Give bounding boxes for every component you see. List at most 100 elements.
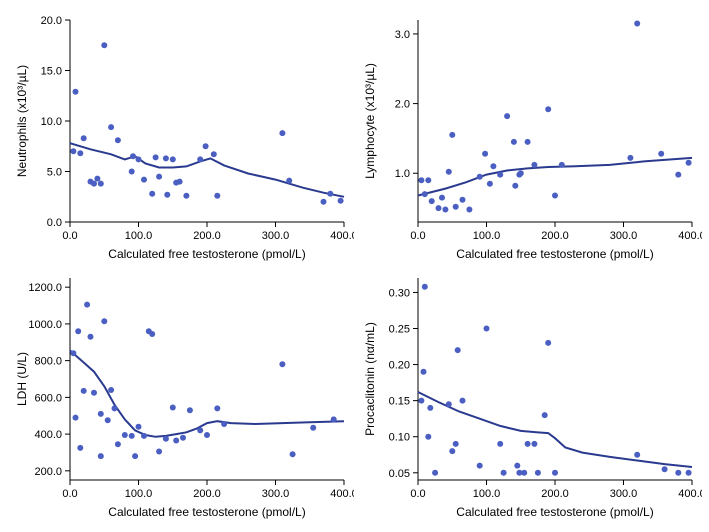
data-point bbox=[545, 106, 551, 112]
x-axis-label: Calculated free testosterone (pmol/L) bbox=[456, 247, 653, 261]
svg-text:0.20: 0.20 bbox=[389, 360, 410, 372]
data-point bbox=[552, 193, 558, 199]
data-point bbox=[105, 417, 111, 423]
data-point bbox=[482, 151, 488, 157]
data-point bbox=[130, 153, 136, 159]
data-point bbox=[153, 154, 159, 160]
data-point bbox=[187, 407, 193, 413]
data-point bbox=[170, 405, 176, 411]
data-point bbox=[531, 162, 537, 168]
data-point bbox=[484, 326, 490, 332]
data-point bbox=[686, 160, 692, 166]
x-axis-label: Calculated free testosterone (pmol/L) bbox=[108, 247, 305, 261]
panel-neutrophils: 0.0100.0200.0300.0400.00.05.010.015.020.… bbox=[10, 10, 354, 264]
data-point bbox=[446, 401, 452, 407]
data-point bbox=[460, 197, 466, 203]
data-point bbox=[525, 139, 531, 145]
panel-lymphocyte: 0.0100.0200.0300.0400.01.02.03.0Calculat… bbox=[358, 10, 702, 264]
data-point bbox=[98, 411, 104, 417]
x-axis-label: Calculated free testosterone (pmol/L) bbox=[108, 505, 305, 519]
data-point bbox=[460, 398, 466, 404]
svg-text:100.0: 100.0 bbox=[125, 488, 153, 500]
data-point bbox=[490, 163, 496, 169]
data-point bbox=[170, 156, 176, 162]
data-point bbox=[531, 441, 537, 447]
data-point bbox=[70, 350, 76, 356]
data-point bbox=[525, 441, 531, 447]
chart-ldh: 0.0100.0200.0300.0400.0200.0400.0600.080… bbox=[10, 268, 354, 522]
data-point bbox=[487, 181, 493, 187]
data-point bbox=[177, 179, 183, 185]
svg-text:300.0: 300.0 bbox=[610, 230, 638, 242]
svg-text:400.0: 400.0 bbox=[330, 230, 354, 242]
data-point bbox=[156, 174, 162, 180]
data-point bbox=[686, 470, 692, 476]
svg-text:400.0: 400.0 bbox=[330, 488, 354, 500]
y-axis-label: Neutrophils (x10³/µL) bbox=[15, 65, 29, 177]
data-point bbox=[449, 132, 455, 138]
data-point bbox=[77, 150, 83, 156]
data-point bbox=[675, 470, 681, 476]
data-point bbox=[422, 284, 428, 290]
svg-text:100.0: 100.0 bbox=[473, 230, 501, 242]
data-point bbox=[149, 331, 155, 337]
data-point bbox=[204, 432, 210, 438]
data-point bbox=[108, 387, 114, 393]
data-point bbox=[70, 148, 76, 154]
data-point bbox=[658, 151, 664, 157]
data-point bbox=[286, 178, 292, 184]
svg-text:0.15: 0.15 bbox=[389, 396, 410, 408]
svg-text:800.0: 800.0 bbox=[34, 356, 62, 368]
data-point bbox=[559, 162, 565, 168]
data-point bbox=[422, 191, 428, 197]
data-point bbox=[453, 441, 459, 447]
data-point bbox=[418, 177, 424, 183]
data-point bbox=[446, 169, 452, 175]
data-point bbox=[331, 416, 337, 422]
x-axis-label: Calculated free testosterone (pmol/L) bbox=[456, 505, 653, 519]
data-point bbox=[81, 135, 87, 141]
data-point bbox=[108, 124, 114, 130]
data-point bbox=[535, 470, 541, 476]
svg-text:15.0: 15.0 bbox=[41, 66, 62, 78]
data-point bbox=[662, 466, 668, 472]
data-point bbox=[132, 453, 138, 459]
y-axis-label: LDH (U/L) bbox=[15, 352, 29, 406]
trend-line bbox=[418, 392, 692, 467]
svg-text:0.05: 0.05 bbox=[389, 468, 410, 480]
data-point bbox=[542, 412, 548, 418]
data-point bbox=[101, 318, 107, 324]
data-point bbox=[129, 169, 135, 175]
data-point bbox=[521, 470, 527, 476]
data-point bbox=[122, 432, 128, 438]
data-point bbox=[77, 445, 83, 451]
data-point bbox=[279, 361, 285, 367]
trend-line bbox=[70, 351, 344, 437]
data-point bbox=[197, 427, 203, 433]
data-point bbox=[112, 405, 118, 411]
svg-text:200.0: 200.0 bbox=[193, 488, 221, 500]
svg-text:400.0: 400.0 bbox=[678, 230, 702, 242]
data-point bbox=[466, 207, 472, 213]
data-point bbox=[436, 205, 442, 211]
data-point bbox=[163, 155, 169, 161]
data-point bbox=[98, 453, 104, 459]
data-point bbox=[279, 130, 285, 136]
data-point bbox=[634, 21, 640, 27]
data-point bbox=[156, 449, 162, 455]
svg-text:200.0: 200.0 bbox=[193, 230, 221, 242]
data-point bbox=[310, 425, 316, 431]
data-point bbox=[497, 172, 503, 178]
svg-text:400.0: 400.0 bbox=[678, 488, 702, 500]
data-point bbox=[455, 347, 461, 353]
panel-ldh: 0.0100.0200.0300.0400.0200.0400.0600.080… bbox=[10, 268, 354, 522]
chart-neutrophils: 0.0100.0200.0300.0400.00.05.010.015.020.… bbox=[10, 10, 354, 264]
panel-procalcitonin: 0.0100.0200.0300.0400.00.050.100.150.200… bbox=[358, 268, 702, 522]
data-point bbox=[425, 434, 431, 440]
data-point bbox=[425, 177, 431, 183]
svg-text:300.0: 300.0 bbox=[610, 488, 638, 500]
svg-text:1.0: 1.0 bbox=[395, 168, 410, 180]
data-point bbox=[221, 421, 227, 427]
trend-line bbox=[70, 143, 344, 197]
svg-text:0.10: 0.10 bbox=[389, 432, 410, 444]
